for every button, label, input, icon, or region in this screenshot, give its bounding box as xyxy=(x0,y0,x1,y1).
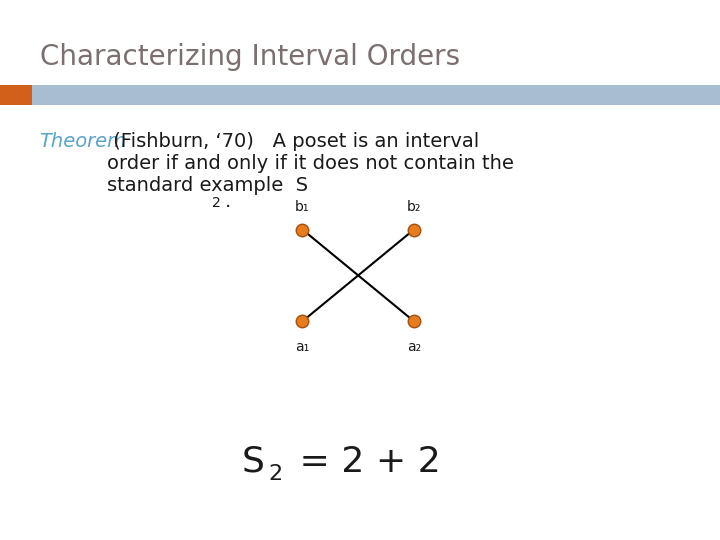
Text: (Fishburn, ‘70)   A poset is an interval
order if and only if it does not contai: (Fishburn, ‘70) A poset is an interval o… xyxy=(107,132,514,195)
Text: Characterizing Interval Orders: Characterizing Interval Orders xyxy=(40,43,460,71)
Text: a₁: a₁ xyxy=(295,340,310,354)
Text: b₂: b₂ xyxy=(407,200,421,214)
Text: a₂: a₂ xyxy=(407,340,421,354)
Text: 2: 2 xyxy=(269,463,283,484)
Text: b₁: b₁ xyxy=(295,200,310,214)
Text: .: . xyxy=(225,192,232,211)
Text: S: S xyxy=(241,445,264,478)
Text: Theorem: Theorem xyxy=(40,132,127,151)
Text: = 2 + 2: = 2 + 2 xyxy=(288,445,441,478)
Bar xyxy=(0,85,32,105)
Bar xyxy=(0,85,720,105)
Text: 2: 2 xyxy=(212,196,221,210)
